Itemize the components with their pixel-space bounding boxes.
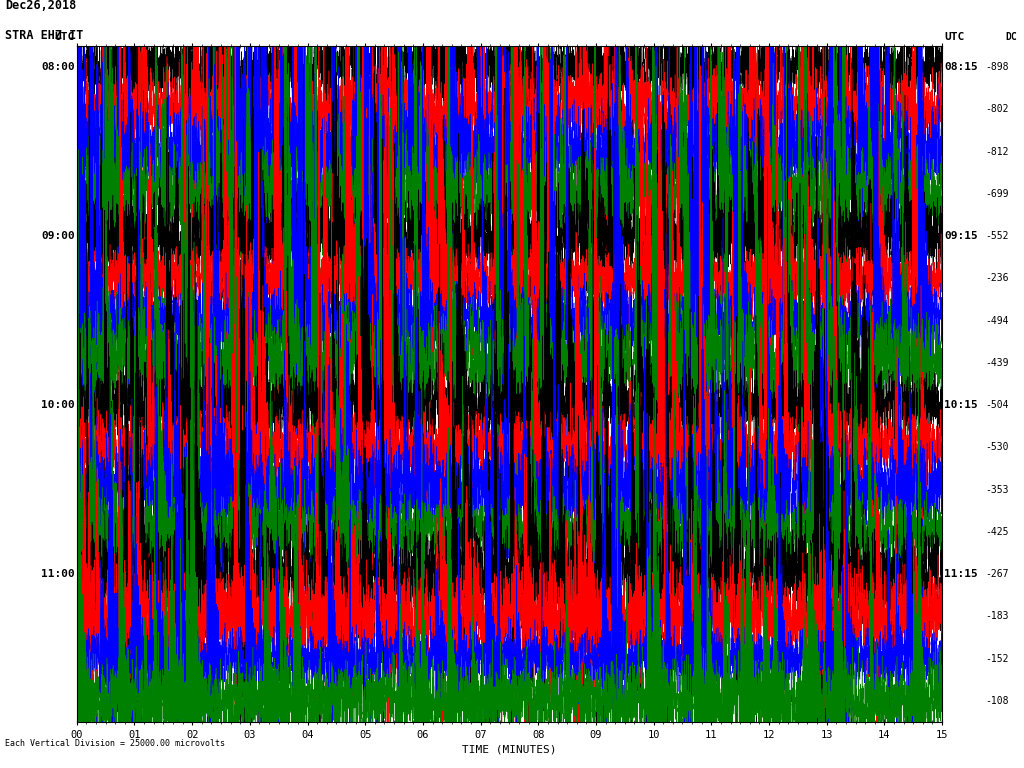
Text: 09:00: 09:00 xyxy=(41,231,75,241)
Text: -699: -699 xyxy=(985,189,1009,199)
Text: UTC: UTC xyxy=(944,32,965,42)
Text: UTC: UTC xyxy=(54,32,75,42)
Text: -425: -425 xyxy=(985,527,1009,537)
Text: -812: -812 xyxy=(985,147,1009,157)
Text: -552: -552 xyxy=(985,231,1009,241)
Text: Dec26,2018: Dec26,2018 xyxy=(5,0,77,12)
Text: -267: -267 xyxy=(985,569,1009,579)
Text: -183: -183 xyxy=(985,611,1009,621)
Text: Each Vertical Division = 25000.00 microvolts: Each Vertical Division = 25000.00 microv… xyxy=(5,739,225,748)
Text: -898: -898 xyxy=(985,62,1009,72)
Text: 08:00: 08:00 xyxy=(41,62,75,72)
Text: STRA EHZ IT: STRA EHZ IT xyxy=(5,29,84,42)
Text: -236: -236 xyxy=(985,273,1009,283)
X-axis label: TIME (MINUTES): TIME (MINUTES) xyxy=(462,744,557,754)
Text: 10:15: 10:15 xyxy=(944,400,978,410)
Text: 09:15: 09:15 xyxy=(944,231,978,241)
Text: 11:00: 11:00 xyxy=(41,569,75,579)
Text: -152: -152 xyxy=(985,654,1009,664)
Text: DC: DC xyxy=(1006,32,1017,42)
Text: -802: -802 xyxy=(985,104,1009,114)
Text: 08:15: 08:15 xyxy=(944,62,978,72)
Text: -353: -353 xyxy=(985,485,1009,495)
Text: -439: -439 xyxy=(985,358,1009,368)
Text: -530: -530 xyxy=(985,442,1009,452)
Text: 10:00: 10:00 xyxy=(41,400,75,410)
Text: -504: -504 xyxy=(985,400,1009,410)
Text: -494: -494 xyxy=(985,316,1009,326)
Text: -108: -108 xyxy=(985,696,1009,706)
Text: 11:15: 11:15 xyxy=(944,569,978,579)
